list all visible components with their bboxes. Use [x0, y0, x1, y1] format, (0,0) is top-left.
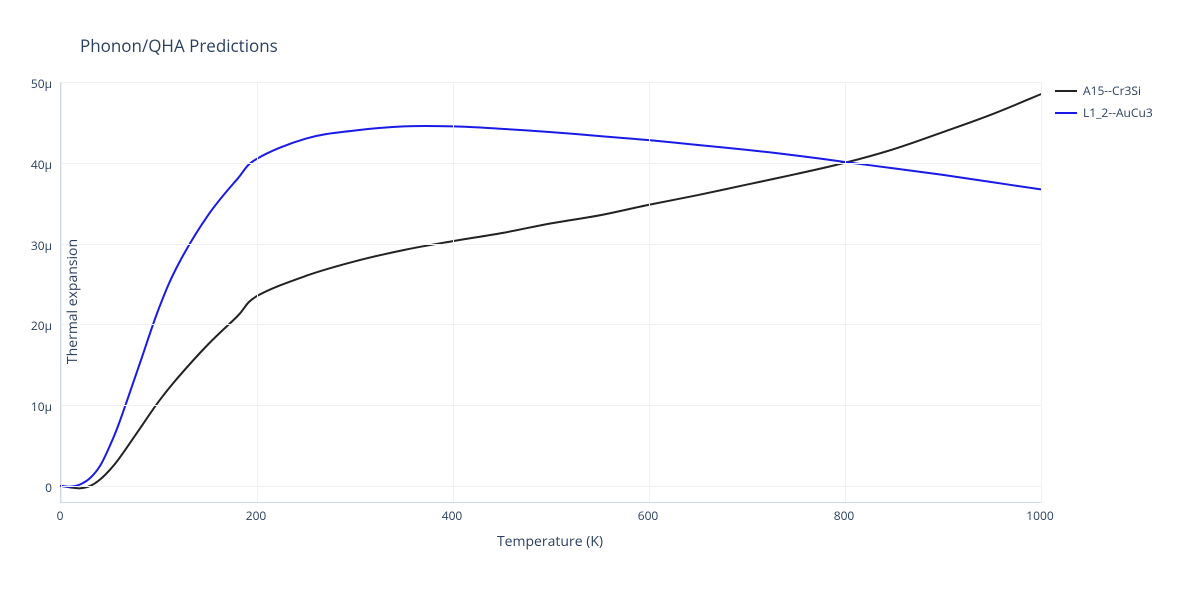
gridline-vertical	[1041, 82, 1042, 502]
x-tick-label: 1000	[1026, 507, 1053, 524]
legend: A15--Cr3Si L1_2--AuCu3	[1055, 82, 1153, 126]
series-line	[61, 94, 1041, 488]
gridline-vertical	[845, 82, 846, 502]
x-tick-label: 600	[638, 507, 659, 524]
legend-swatch	[1055, 112, 1077, 114]
x-axis-label: Temperature (K)	[60, 532, 1040, 551]
plot-area	[60, 82, 1041, 503]
line-series-svg	[61, 82, 1041, 502]
legend-swatch	[1055, 90, 1077, 92]
gridline-horizontal	[61, 405, 1041, 406]
x-tick-label: 0	[57, 507, 64, 524]
x-tick-label: 400	[442, 507, 463, 524]
x-tick-label: 200	[246, 507, 267, 524]
legend-item[interactable]: L1_2--AuCu3	[1055, 104, 1153, 121]
gridline-vertical	[453, 82, 454, 502]
gridline-vertical	[61, 82, 62, 502]
gridline-horizontal	[61, 486, 1041, 487]
gridline-horizontal	[61, 82, 1041, 83]
gridline-horizontal	[61, 324, 1041, 325]
gridline-horizontal	[61, 163, 1041, 164]
series-line	[61, 126, 1041, 487]
chart-title: Phonon/QHA Predictions	[80, 34, 278, 57]
x-tick-label: 800	[834, 507, 855, 524]
y-axis-label: Thermal expansion	[63, 239, 82, 364]
legend-item[interactable]: A15--Cr3Si	[1055, 82, 1153, 99]
legend-label: L1_2--AuCu3	[1083, 104, 1153, 121]
chart-container: Phonon/QHA Predictions Temperature (K) T…	[0, 0, 1200, 600]
gridline-horizontal	[61, 244, 1041, 245]
gridline-vertical	[649, 82, 650, 502]
legend-label: A15--Cr3Si	[1083, 82, 1141, 99]
gridline-vertical	[257, 82, 258, 502]
